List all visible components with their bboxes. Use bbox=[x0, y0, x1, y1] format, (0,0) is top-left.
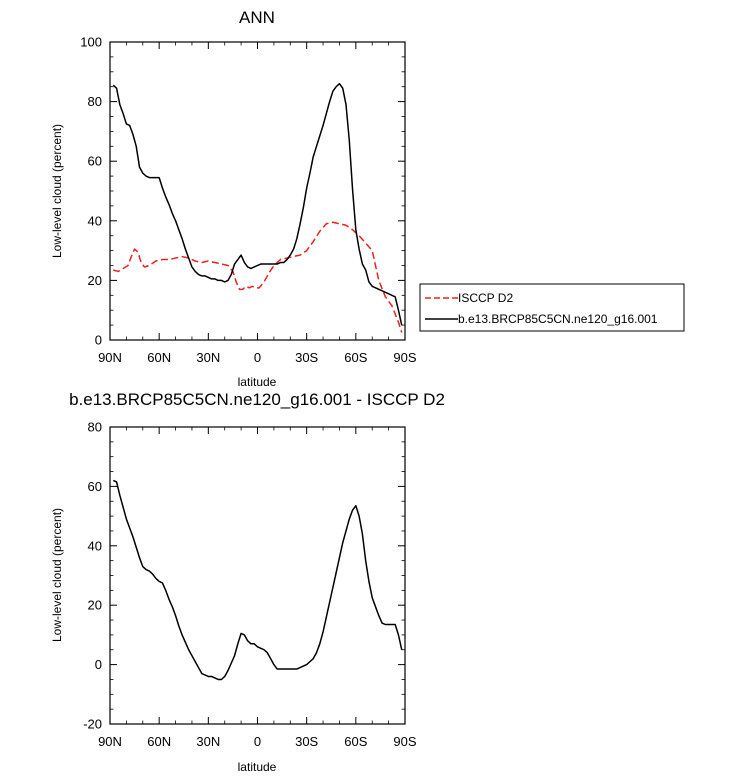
x-tick-label: 30S bbox=[295, 734, 318, 749]
y-tick-label: 0 bbox=[95, 333, 102, 348]
y-tick-label: 100 bbox=[80, 35, 102, 50]
top-chart-series-lines bbox=[112, 82, 403, 333]
legend-box bbox=[419, 283, 685, 332]
bottom-chart-ticks: -20 0 20 40 60 80 90N 60N 30N 0 30S 60S 90S bbox=[83, 420, 417, 750]
top-chart-xlabel: latitude bbox=[238, 375, 277, 389]
top-chart: ANN 0 20 40 60 80 100 90N 60N 30N 0 30S 60S 90S lati… bbox=[50, 8, 685, 389]
bottom-chart-title: b.e13.BRCP85C5CN.ne120_g16.001 - ISCCP D… bbox=[69, 390, 445, 409]
y-tick-label: 40 bbox=[88, 213, 102, 228]
legend-label-isccp: ISCCP D2 bbox=[458, 291, 513, 305]
series-line-solid bbox=[112, 82, 403, 326]
x-tick-label: 0 bbox=[254, 350, 261, 365]
y-tick-label: 80 bbox=[88, 94, 102, 109]
top-chart-title: ANN bbox=[239, 8, 275, 27]
y-tick-label: 20 bbox=[88, 598, 102, 613]
y-tick-label: 20 bbox=[88, 273, 102, 288]
legend: ISCCP D2 b.e13.BRCP85C5CN.ne120_g16.001 bbox=[419, 283, 685, 332]
bottom-chart-series-lines bbox=[112, 479, 403, 681]
y-tick-label: -20 bbox=[83, 717, 102, 732]
x-tick-label: 90S bbox=[393, 350, 416, 365]
y-tick-label: 40 bbox=[88, 538, 102, 553]
series-line-dashed bbox=[113, 221, 403, 333]
top-chart-frame bbox=[109, 41, 406, 341]
x-tick-label: 60S bbox=[344, 734, 367, 749]
x-tick-label: 60S bbox=[344, 350, 367, 365]
x-tick-label: 60N bbox=[147, 734, 171, 749]
x-tick-label: 90N bbox=[98, 734, 122, 749]
x-tick-label: 60N bbox=[147, 350, 171, 365]
x-tick-label: 30N bbox=[196, 734, 220, 749]
series-line-solid bbox=[112, 479, 403, 681]
x-tick-label: 90N bbox=[98, 350, 122, 365]
top-chart-ticks: 0 20 40 60 80 100 90N 60N 30N 0 30S 60S 90S bbox=[80, 35, 417, 366]
bottom-chart: b.e13.BRCP85C5CN.ne120_g16.001 - ISCCP D… bbox=[50, 390, 445, 774]
legend-label-model: b.e13.BRCP85C5CN.ne120_g16.001 bbox=[458, 312, 658, 326]
top-chart-ylabel: Low-level cloud (percent) bbox=[50, 124, 64, 258]
bottom-chart-ylabel: Low-level cloud (percent) bbox=[50, 508, 64, 642]
x-tick-label: 30S bbox=[295, 350, 318, 365]
y-tick-label: 0 bbox=[95, 657, 102, 672]
x-tick-label: 0 bbox=[254, 734, 261, 749]
x-tick-label: 30N bbox=[196, 350, 220, 365]
y-tick-label: 80 bbox=[88, 420, 102, 435]
x-tick-label: 90S bbox=[393, 734, 416, 749]
y-tick-label: 60 bbox=[88, 479, 102, 494]
bottom-chart-xlabel: latitude bbox=[238, 760, 277, 774]
y-tick-label: 60 bbox=[88, 154, 102, 169]
